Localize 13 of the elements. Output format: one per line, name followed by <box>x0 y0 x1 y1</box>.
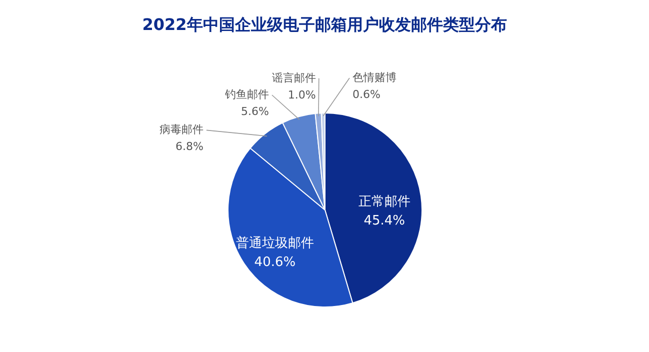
slice-label: 病毒邮件 <box>159 123 204 136</box>
data-label: 6.8% <box>175 140 204 154</box>
slice-label: 正常邮件 <box>358 194 410 210</box>
slice-label: 谣言邮件 <box>272 71 316 84</box>
data-label: 5.6% <box>241 105 269 118</box>
slice-label: 普通垃圾邮件 <box>236 235 314 252</box>
data-label: 45.4% <box>364 213 406 228</box>
slice-label: 色情赌博 <box>352 71 397 84</box>
slice-label: 钓鱼邮件 <box>224 88 269 102</box>
data-label: 1.0% <box>288 88 316 102</box>
data-label: 0.6% <box>352 88 380 102</box>
data-label: 40.6% <box>254 255 296 270</box>
chart-title: 2022年中国企业级电子邮箱用户收发邮件类型分布 <box>142 15 507 34</box>
